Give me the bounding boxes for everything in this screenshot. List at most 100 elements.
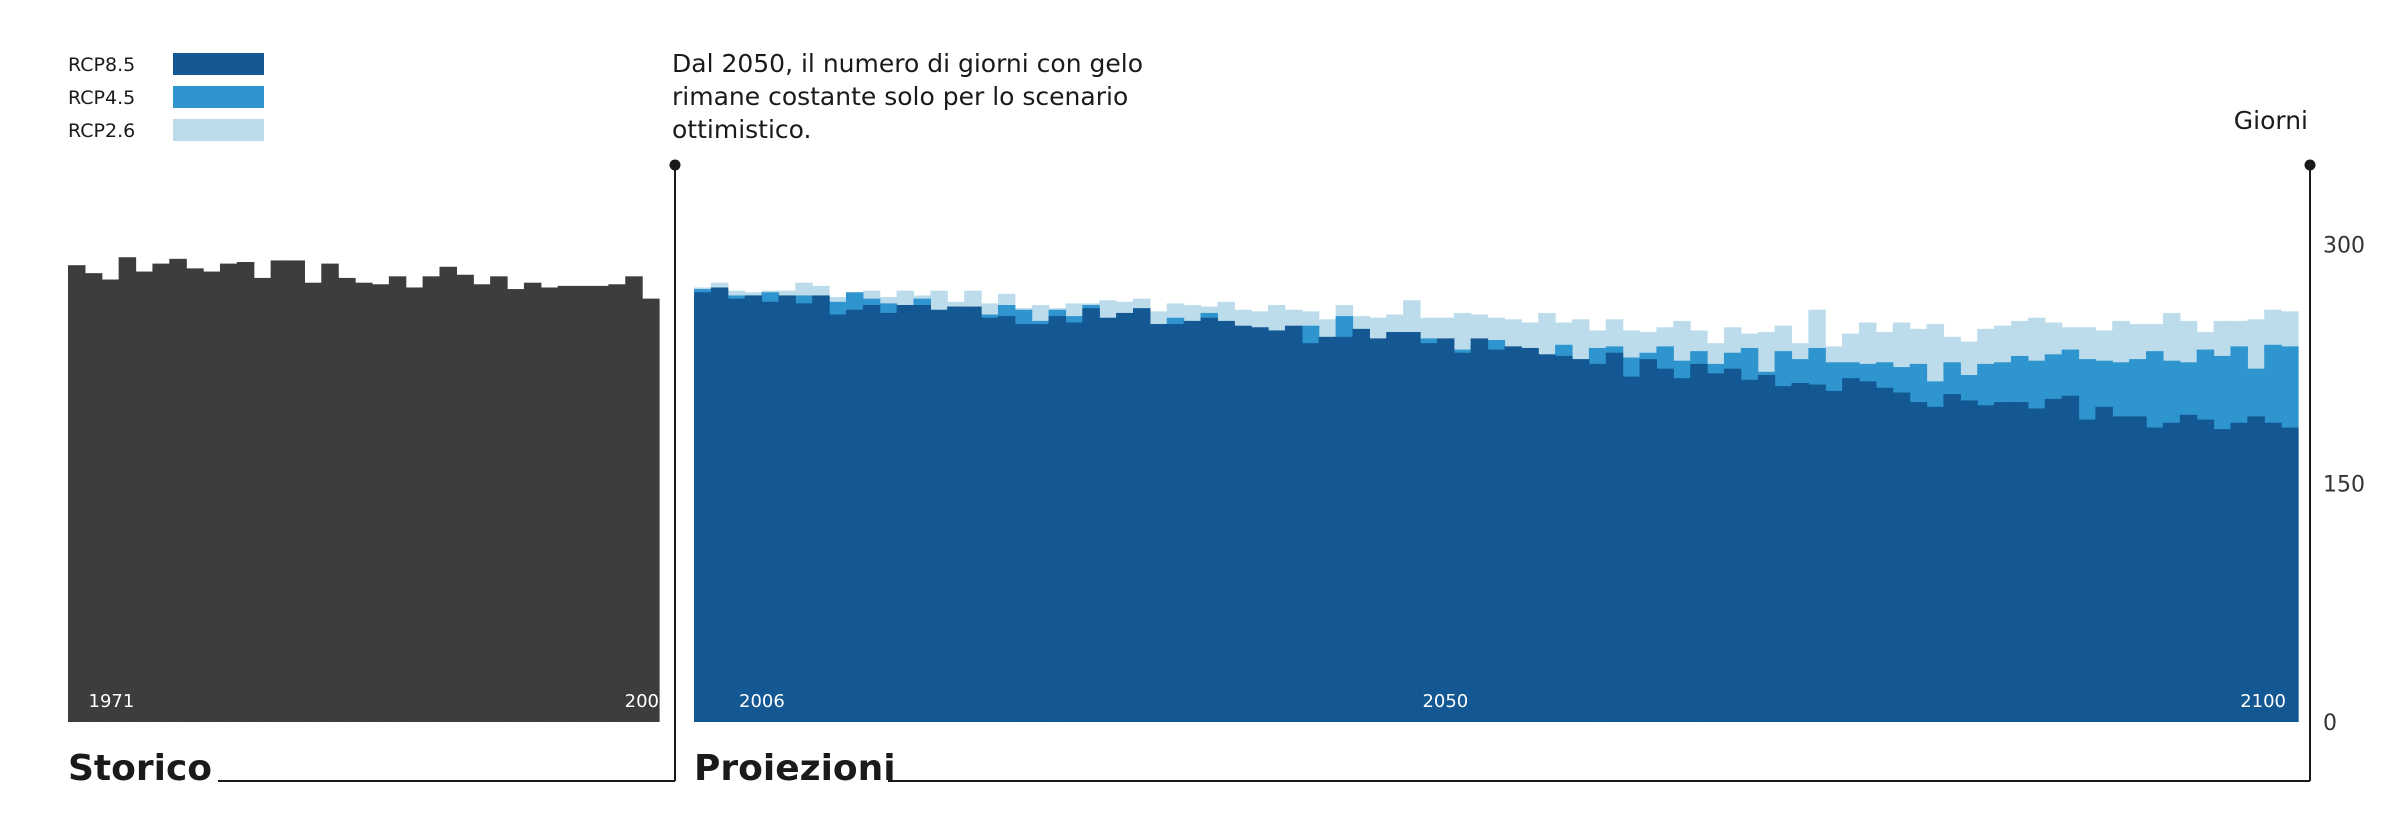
rcp85-bar — [1994, 402, 2012, 722]
y-axis-ticks: 0 150 300 — [2323, 234, 2365, 737]
legend-label-rcp45: RCP4.5 — [68, 87, 135, 109]
rcp85-bar — [1521, 347, 1539, 722]
rcp85-bar — [913, 304, 931, 722]
projection-bars — [694, 282, 2299, 723]
rcp85-bar — [879, 312, 898, 722]
rcp85-bar — [795, 303, 813, 722]
rcp85-bar — [981, 317, 999, 722]
historical-bar — [287, 260, 305, 722]
rcp85-bar — [1470, 338, 1489, 722]
rcp85-bar — [2044, 398, 2063, 722]
rcp85-bar — [2129, 416, 2147, 722]
rcp85-bar — [1166, 324, 1185, 722]
historical-bar — [101, 279, 120, 722]
rcp85-bar — [1082, 308, 1100, 722]
historical-bar — [253, 277, 272, 722]
rcp85-bar — [1369, 338, 1387, 722]
section-title-historical: Storico — [68, 748, 212, 789]
historical-bar — [625, 276, 643, 722]
historical-bar — [338, 277, 356, 722]
historical-bar — [405, 287, 424, 722]
rcp85-bar — [1723, 368, 1742, 722]
legend-item-rcp26: RCP2.6 — [68, 119, 264, 142]
annotation-line-3: ottimistico. — [672, 115, 811, 144]
rcp85-bar — [1234, 325, 1252, 722]
rcp85-bar — [2078, 419, 2096, 722]
section-brackets — [218, 165, 2311, 782]
x-tick-label: 2100 — [2240, 691, 2286, 712]
historical-bar — [186, 268, 204, 723]
rcp85-bar — [862, 304, 881, 722]
rcp85-bar — [694, 292, 712, 722]
rcp85-bar — [1048, 316, 1067, 723]
rcp85-bar — [1352, 328, 1370, 722]
rcp85-bar — [1284, 325, 1303, 722]
legend-label-rcp26: RCP2.6 — [68, 120, 135, 142]
historical-bar — [236, 262, 255, 722]
rcp85-bar — [710, 287, 729, 722]
rcp85-bar — [997, 316, 1016, 723]
historical-bar — [642, 298, 660, 722]
legend-item-rcp85: RCP8.5 — [68, 53, 264, 76]
rcp85-bar — [2264, 422, 2282, 722]
historical-bar — [439, 266, 457, 722]
rcp85-bar — [1892, 392, 1911, 722]
historical-bar — [574, 285, 593, 722]
rcp85-bar — [1538, 354, 1556, 722]
rcp85-bar — [1132, 308, 1151, 722]
rcp85-bar — [1251, 327, 1269, 722]
rcp85-bar — [1200, 317, 1219, 722]
rcp85-bar — [1099, 317, 1117, 722]
rcp85-bar — [1791, 382, 1809, 722]
rcp85-bar — [1403, 332, 1421, 722]
historical-bar — [84, 273, 103, 722]
rcp85-bar — [1909, 402, 1928, 722]
annotation-marker-dot — [669, 159, 681, 171]
rcp85-bar — [1301, 343, 1320, 722]
rcp85-bar — [2027, 408, 2046, 722]
rcp85-bar — [1065, 322, 1083, 722]
x-tick-label: 2050 — [1422, 691, 1468, 712]
y-axis-label: Giorni — [2234, 106, 2308, 135]
rcp85-bar — [2112, 416, 2130, 722]
historical-bar — [321, 263, 339, 722]
y-tick-label: 300 — [2323, 234, 2365, 259]
rcp85-bar — [845, 309, 864, 722]
rcp85-bar — [2230, 422, 2248, 722]
legend-swatch-rcp85 — [173, 53, 264, 75]
rcp85-bar — [1639, 359, 1657, 722]
rcp85-bar — [2247, 416, 2265, 722]
historical-bar — [456, 274, 474, 722]
rcp85-bar — [1875, 387, 1894, 722]
rcp85-bar — [1420, 343, 1438, 722]
historical-bar — [608, 284, 626, 722]
historical-bars — [68, 257, 660, 723]
rcp85-bar — [2162, 422, 2181, 722]
rcp85-bar — [744, 295, 763, 722]
historical-bar — [490, 276, 508, 722]
rcp85-bar — [2061, 395, 2080, 722]
rcp85-bar — [761, 301, 780, 722]
rcp85-bar — [1757, 375, 1776, 722]
legend-swatch-rcp45 — [173, 86, 264, 108]
rcp85-bar — [1673, 378, 1691, 722]
rcp85-bar — [947, 306, 965, 722]
annotation-line-2: rimane costante solo per lo scenario — [672, 82, 1128, 111]
x-tick-label: 200 — [625, 691, 659, 712]
rcp85-bar — [2010, 402, 2029, 722]
rcp85-bar — [1977, 405, 1995, 722]
historical-bar — [270, 260, 289, 722]
historical-bar — [203, 271, 221, 722]
rcp85-bar — [1217, 320, 1235, 722]
section-title-projections: Proiezioni — [694, 748, 896, 789]
legend: RCP8.5 RCP4.5 RCP2.6 — [68, 53, 264, 142]
rcp85-bar — [2196, 419, 2215, 722]
rcp85-bar — [1842, 378, 1860, 722]
legend-swatch-rcp26 — [173, 119, 264, 141]
rcp85-bar — [1707, 373, 1725, 722]
rcp85-bar — [1504, 346, 1522, 722]
rcp85-bar — [1690, 363, 1708, 723]
axis-top-dot — [2304, 159, 2316, 171]
historical-bar — [388, 276, 407, 722]
